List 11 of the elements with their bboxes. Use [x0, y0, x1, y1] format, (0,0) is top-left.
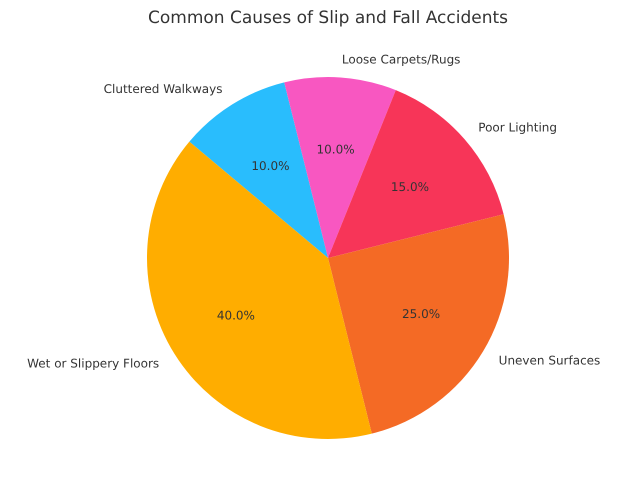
data-label: 15.0% [390, 180, 430, 194]
data-label: 10.0% [316, 142, 355, 157]
data-label: 25.0% [402, 306, 440, 321]
slice-label: Loose Carpets/Rugs [342, 52, 460, 66]
slice-label: Poor Lighting [478, 120, 558, 134]
slice-label: Wet or Slippery Floors [27, 356, 160, 371]
slice-label: Cluttered Walkways [104, 82, 222, 96]
slice-label: Uneven Surfaces [498, 354, 600, 368]
data-label: 10.0% [251, 158, 290, 173]
data-label: 40.0% [216, 308, 255, 323]
chart-title: Common Causes of Slip and Fall Accidents [148, 8, 508, 28]
